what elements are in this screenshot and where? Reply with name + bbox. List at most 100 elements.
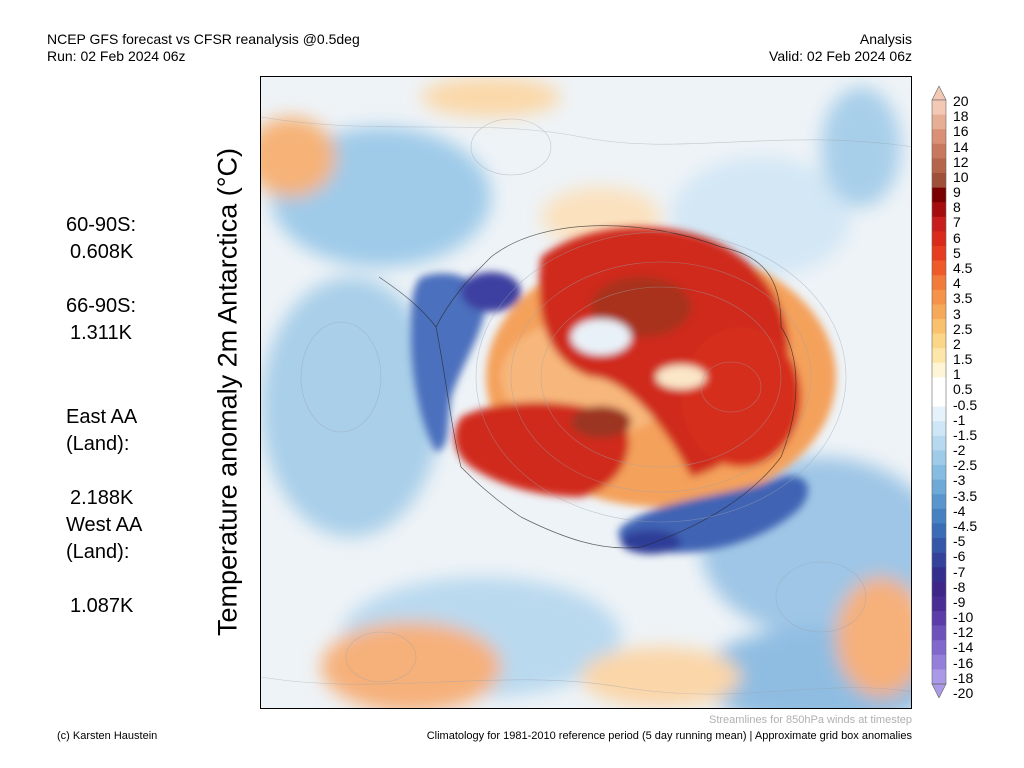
colorbar-swatch xyxy=(932,538,946,553)
colorbar-label: 18 xyxy=(953,108,969,125)
ocean-anomaly-field xyxy=(261,77,911,708)
colorbar-label: -0.5 xyxy=(953,396,978,413)
analysis-label: Analysis xyxy=(859,31,912,47)
colorbar-label: 14 xyxy=(953,138,969,155)
colorbar-label: 8 xyxy=(953,199,961,216)
colorbar-swatch xyxy=(932,494,946,510)
stat-value: 0.608K xyxy=(70,241,134,263)
streamlines-note: Streamlines for 850hPa winds at timestep xyxy=(709,714,912,726)
colorbar-label: -20 xyxy=(953,685,974,701)
stat-label: West AA (Land): xyxy=(66,514,143,563)
colorbar-swatch xyxy=(932,625,946,641)
colorbar-label: -16 xyxy=(953,654,974,671)
colorbar-swatch xyxy=(932,260,946,276)
colorbar-label: -18 xyxy=(953,669,974,686)
colorbar-label: 7 xyxy=(953,214,961,231)
colorbar-swatch xyxy=(932,406,946,422)
colorbar-swatch xyxy=(932,231,946,247)
colorbar-swatch xyxy=(932,581,946,597)
colorbar-swatch xyxy=(932,319,946,334)
colorbar-label: 4 xyxy=(953,275,961,292)
run-line: Run: 02 Feb 2024 06z xyxy=(47,48,186,64)
colorbar-swatch xyxy=(932,173,946,188)
stat-60-90s: 60-90S: 0.608K xyxy=(66,212,136,266)
colorbar-label: 10 xyxy=(953,168,969,185)
colorbar-label: 4.5 xyxy=(953,259,973,276)
colorbar-swatch xyxy=(932,114,946,130)
stat-value: 1.311K xyxy=(70,322,132,344)
colorbar-label: 2.5 xyxy=(953,320,973,337)
colorbar-swatch xyxy=(932,275,946,291)
colorbar-label: -4 xyxy=(953,502,966,519)
anomaly-map-svg xyxy=(261,77,911,708)
colorbar-swatch xyxy=(932,333,946,349)
colorbar-label: -3 xyxy=(953,472,966,489)
colorbar-swatch xyxy=(932,100,946,115)
colorbar-swatch xyxy=(932,654,946,670)
colorbar-label: 16 xyxy=(953,123,969,140)
stat-label: 60-90S: xyxy=(66,214,137,236)
colorbar-swatch xyxy=(932,202,946,218)
colorbar-label: 1 xyxy=(953,366,961,383)
colorbar-swatch xyxy=(932,465,946,480)
colorbar-swatch xyxy=(932,596,946,612)
colorbar-swatch xyxy=(932,216,946,232)
stat-label: East AA (Land): xyxy=(66,406,138,455)
colorbar-swatch xyxy=(932,304,946,320)
colorbar-swatch xyxy=(932,362,946,378)
colorbar-label: 5 xyxy=(953,244,961,261)
colorbar-label: -8 xyxy=(953,578,966,595)
peninsula-coastline xyxy=(378,276,437,328)
anomaly-map xyxy=(260,76,912,709)
colorbar-swatch xyxy=(932,567,946,583)
stat-label: 66-90S: xyxy=(66,295,137,317)
colorbar-swatch xyxy=(932,421,946,437)
colorbar-swatch xyxy=(932,669,946,685)
climatology-note: Climatology for 1981-2010 reference peri… xyxy=(426,730,912,742)
colorbar-label: 6 xyxy=(953,229,961,246)
colorbar-swatch xyxy=(932,348,946,364)
colorbar-label: 12 xyxy=(953,153,969,170)
colorbar-label: -2.5 xyxy=(953,457,978,474)
colorbar-swatch xyxy=(932,450,946,466)
colorbar-label: -12 xyxy=(953,624,974,641)
colorbar-label: 3 xyxy=(953,305,961,322)
continent-anomaly-field xyxy=(411,227,836,554)
colorbar-label: 2 xyxy=(953,335,961,352)
colorbar-label: -1.5 xyxy=(953,426,978,443)
copyright: (c) Karsten Haustein xyxy=(57,730,158,742)
colorbar-swatch xyxy=(932,611,946,626)
colorbar-swatch xyxy=(932,392,946,407)
colorbar-label: -14 xyxy=(953,639,974,656)
colorbar-label: -3.5 xyxy=(953,487,978,504)
colorbar-frame xyxy=(931,99,947,685)
colorbar-bottom-arrow xyxy=(931,683,947,698)
colorbar-swatch xyxy=(932,523,946,539)
wind-streamlines xyxy=(261,116,911,695)
colorbar-swatch xyxy=(932,377,946,393)
stat-66-90s: 66-90S: 1.311K xyxy=(66,293,136,347)
colorbar-label: 1.5 xyxy=(953,351,973,368)
colorbar-swatch xyxy=(932,187,946,203)
colorbar-top-arrow xyxy=(931,86,947,101)
colorbar-swatch xyxy=(932,246,946,261)
colorbar-label: -4.5 xyxy=(953,518,978,535)
colorbar-label: -2 xyxy=(953,442,966,459)
map-title: Temperature anomaly 2m Antarctica (°C) xyxy=(212,148,243,636)
stat-value: 1.087K xyxy=(70,595,134,617)
colorbar xyxy=(931,86,947,698)
colorbar-swatch xyxy=(932,158,946,174)
colorbar-label: 3.5 xyxy=(953,290,973,307)
colorbar-swatch xyxy=(932,435,946,451)
colorbar-swatch xyxy=(932,129,946,145)
colorbar-label: -10 xyxy=(953,609,974,626)
colorbar-swatch xyxy=(932,640,946,656)
colorbar-swatch xyxy=(932,508,946,524)
colorbar-label: -5 xyxy=(953,533,966,550)
colorbar-label: 20 xyxy=(953,93,969,109)
colorbar-swatch xyxy=(932,479,946,495)
title-line-1: NCEP GFS forecast vs CFSR reanalysis @0.… xyxy=(47,31,360,47)
colorbar-label: -7 xyxy=(953,563,966,580)
colorbar-label: -6 xyxy=(953,548,966,565)
stat-east-aa: East AA (Land): 2.188K xyxy=(66,377,137,539)
